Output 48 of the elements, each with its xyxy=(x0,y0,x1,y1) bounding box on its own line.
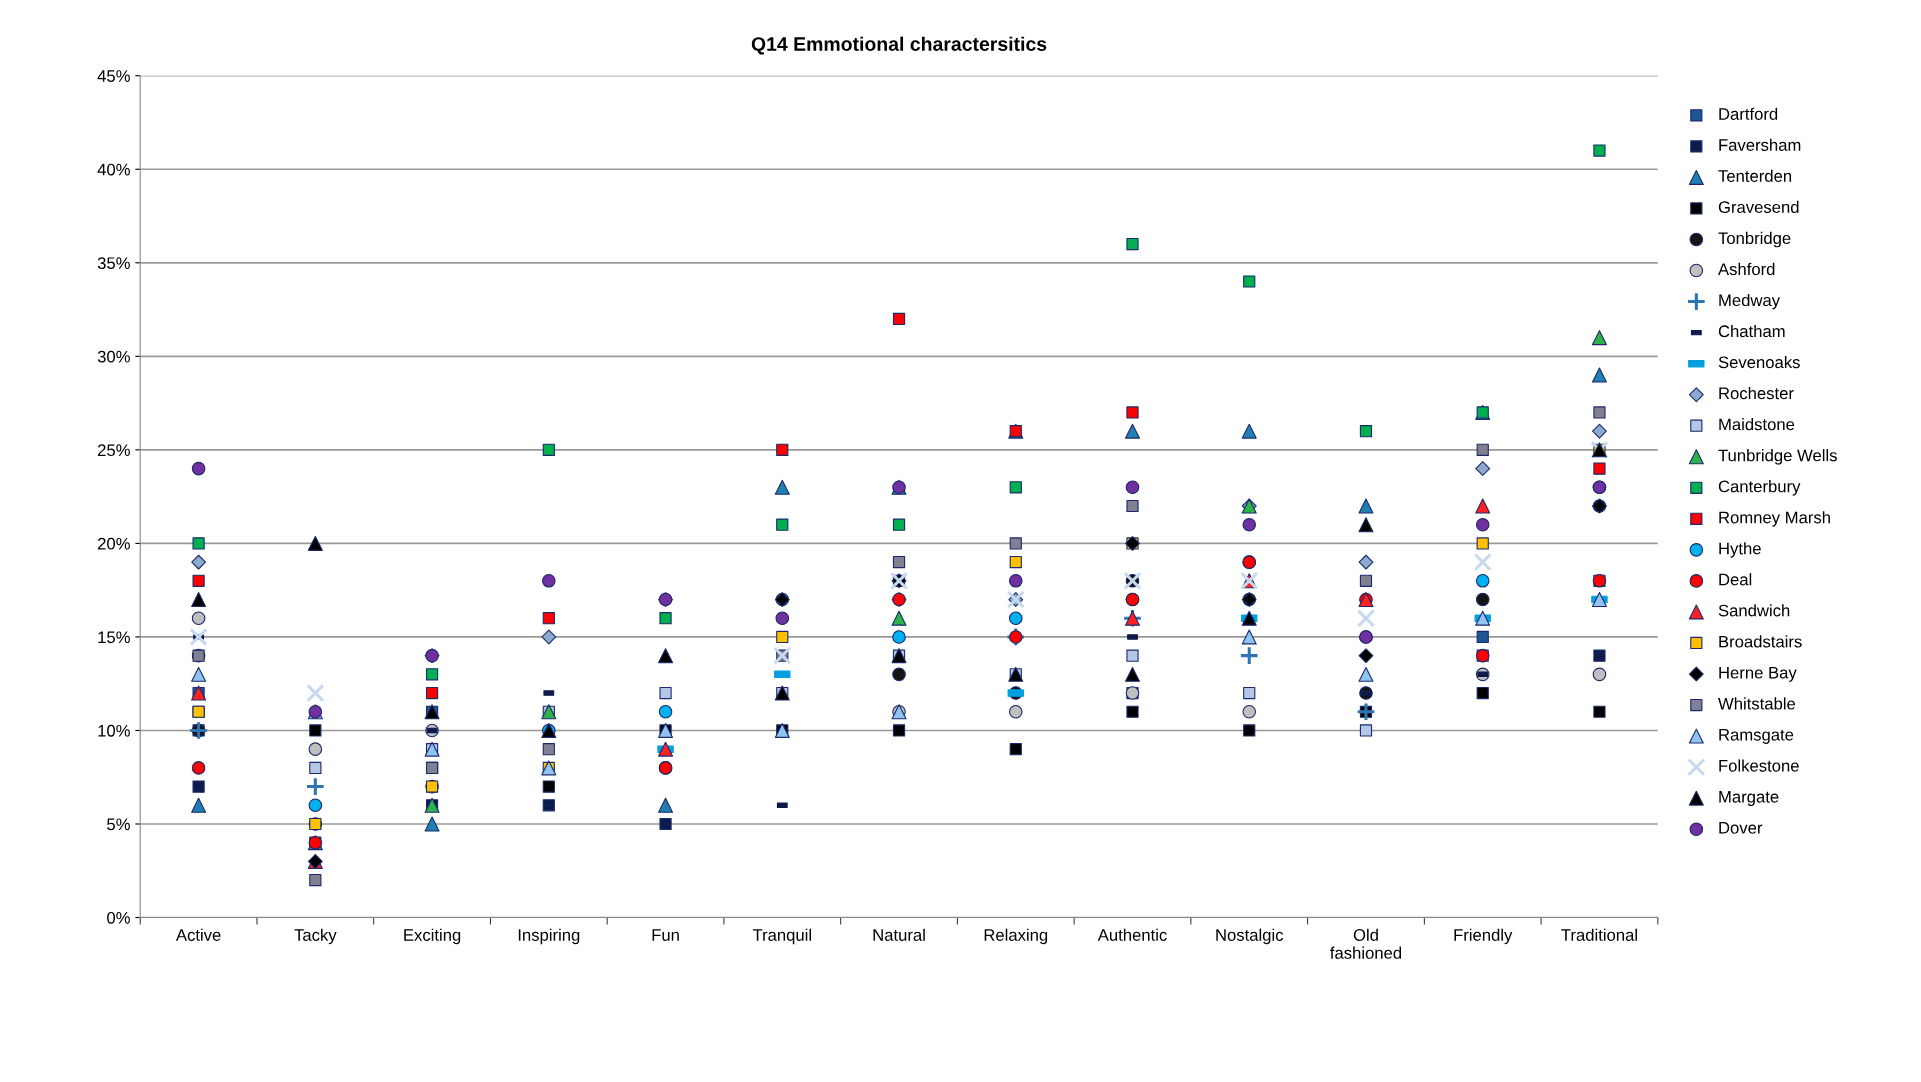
x-tick-label: Friendly xyxy=(1454,928,1513,945)
legend-label: Ashford xyxy=(1718,262,1775,276)
y-tick-label: 25% xyxy=(97,444,130,457)
y-tick-label: 5% xyxy=(107,818,130,831)
x-tick-label: Tranquil xyxy=(752,928,811,945)
legend-label: Whitstable xyxy=(1718,697,1796,710)
legend-label: Tonbridge xyxy=(1718,231,1791,248)
x-tick-label: Authentic xyxy=(1097,928,1167,941)
legend-label: Tenterden xyxy=(1718,169,1792,182)
y-tick-label: 0% xyxy=(107,911,130,924)
legend-label: Dartford xyxy=(1719,107,1778,120)
legend-label: Tunbridge Wells xyxy=(1718,449,1837,465)
legend-label: Medway xyxy=(1719,293,1781,310)
legend-label: Rochester xyxy=(1719,386,1794,400)
legend-label: Deal xyxy=(1719,573,1752,586)
x-tick-label: Nostalgic xyxy=(1216,928,1284,945)
legend-label: Broadstairs xyxy=(1719,635,1802,648)
x-tick-label: Traditional xyxy=(1561,928,1637,941)
legend-label: Sevenoaks xyxy=(1718,355,1800,369)
legend-label: Chatham xyxy=(1718,324,1785,338)
x-tick-label: Exciting xyxy=(404,928,461,945)
x-tick-label: Natural xyxy=(873,928,925,941)
legend-label: Sandwich xyxy=(1718,604,1790,617)
legend-label: Maidstone xyxy=(1719,418,1795,431)
y-tick-label: 15% xyxy=(98,631,130,644)
x-tick-label: Tacky xyxy=(294,928,337,945)
legend-label: Romney Marsh xyxy=(1719,511,1830,527)
x-tick-label: Active xyxy=(175,928,221,941)
legend-label: Dover xyxy=(1719,822,1763,834)
legend-label: Gravesend xyxy=(1718,200,1799,214)
chart-title: Q14 Emmotional charactersitics xyxy=(751,36,1047,55)
legend-label: Herne Bay xyxy=(1719,666,1797,682)
y-tick-label: 35% xyxy=(97,257,130,270)
y-tick-label: 20% xyxy=(97,537,130,550)
legend-label: Ramsgate xyxy=(1719,729,1794,744)
legend-label: Margate xyxy=(1719,791,1779,806)
x-tick-label: Relaxing xyxy=(984,928,1048,945)
y-tick-label: 30% xyxy=(97,350,130,363)
x-tick-label: Fun xyxy=(652,929,679,941)
legend-label: Folkestone xyxy=(1719,759,1799,772)
legend-label: Faversham xyxy=(1719,138,1801,151)
x-tick-label: Old fashioned xyxy=(1330,928,1402,959)
legend-label: Canterbury xyxy=(1718,480,1801,496)
legend-label: Hythe xyxy=(1719,542,1761,558)
y-tick-label: 45% xyxy=(97,70,130,82)
x-tick-label: Inspiring xyxy=(518,928,580,945)
y-tick-label: 40% xyxy=(97,163,130,176)
y-tick-label: 10% xyxy=(98,724,130,737)
